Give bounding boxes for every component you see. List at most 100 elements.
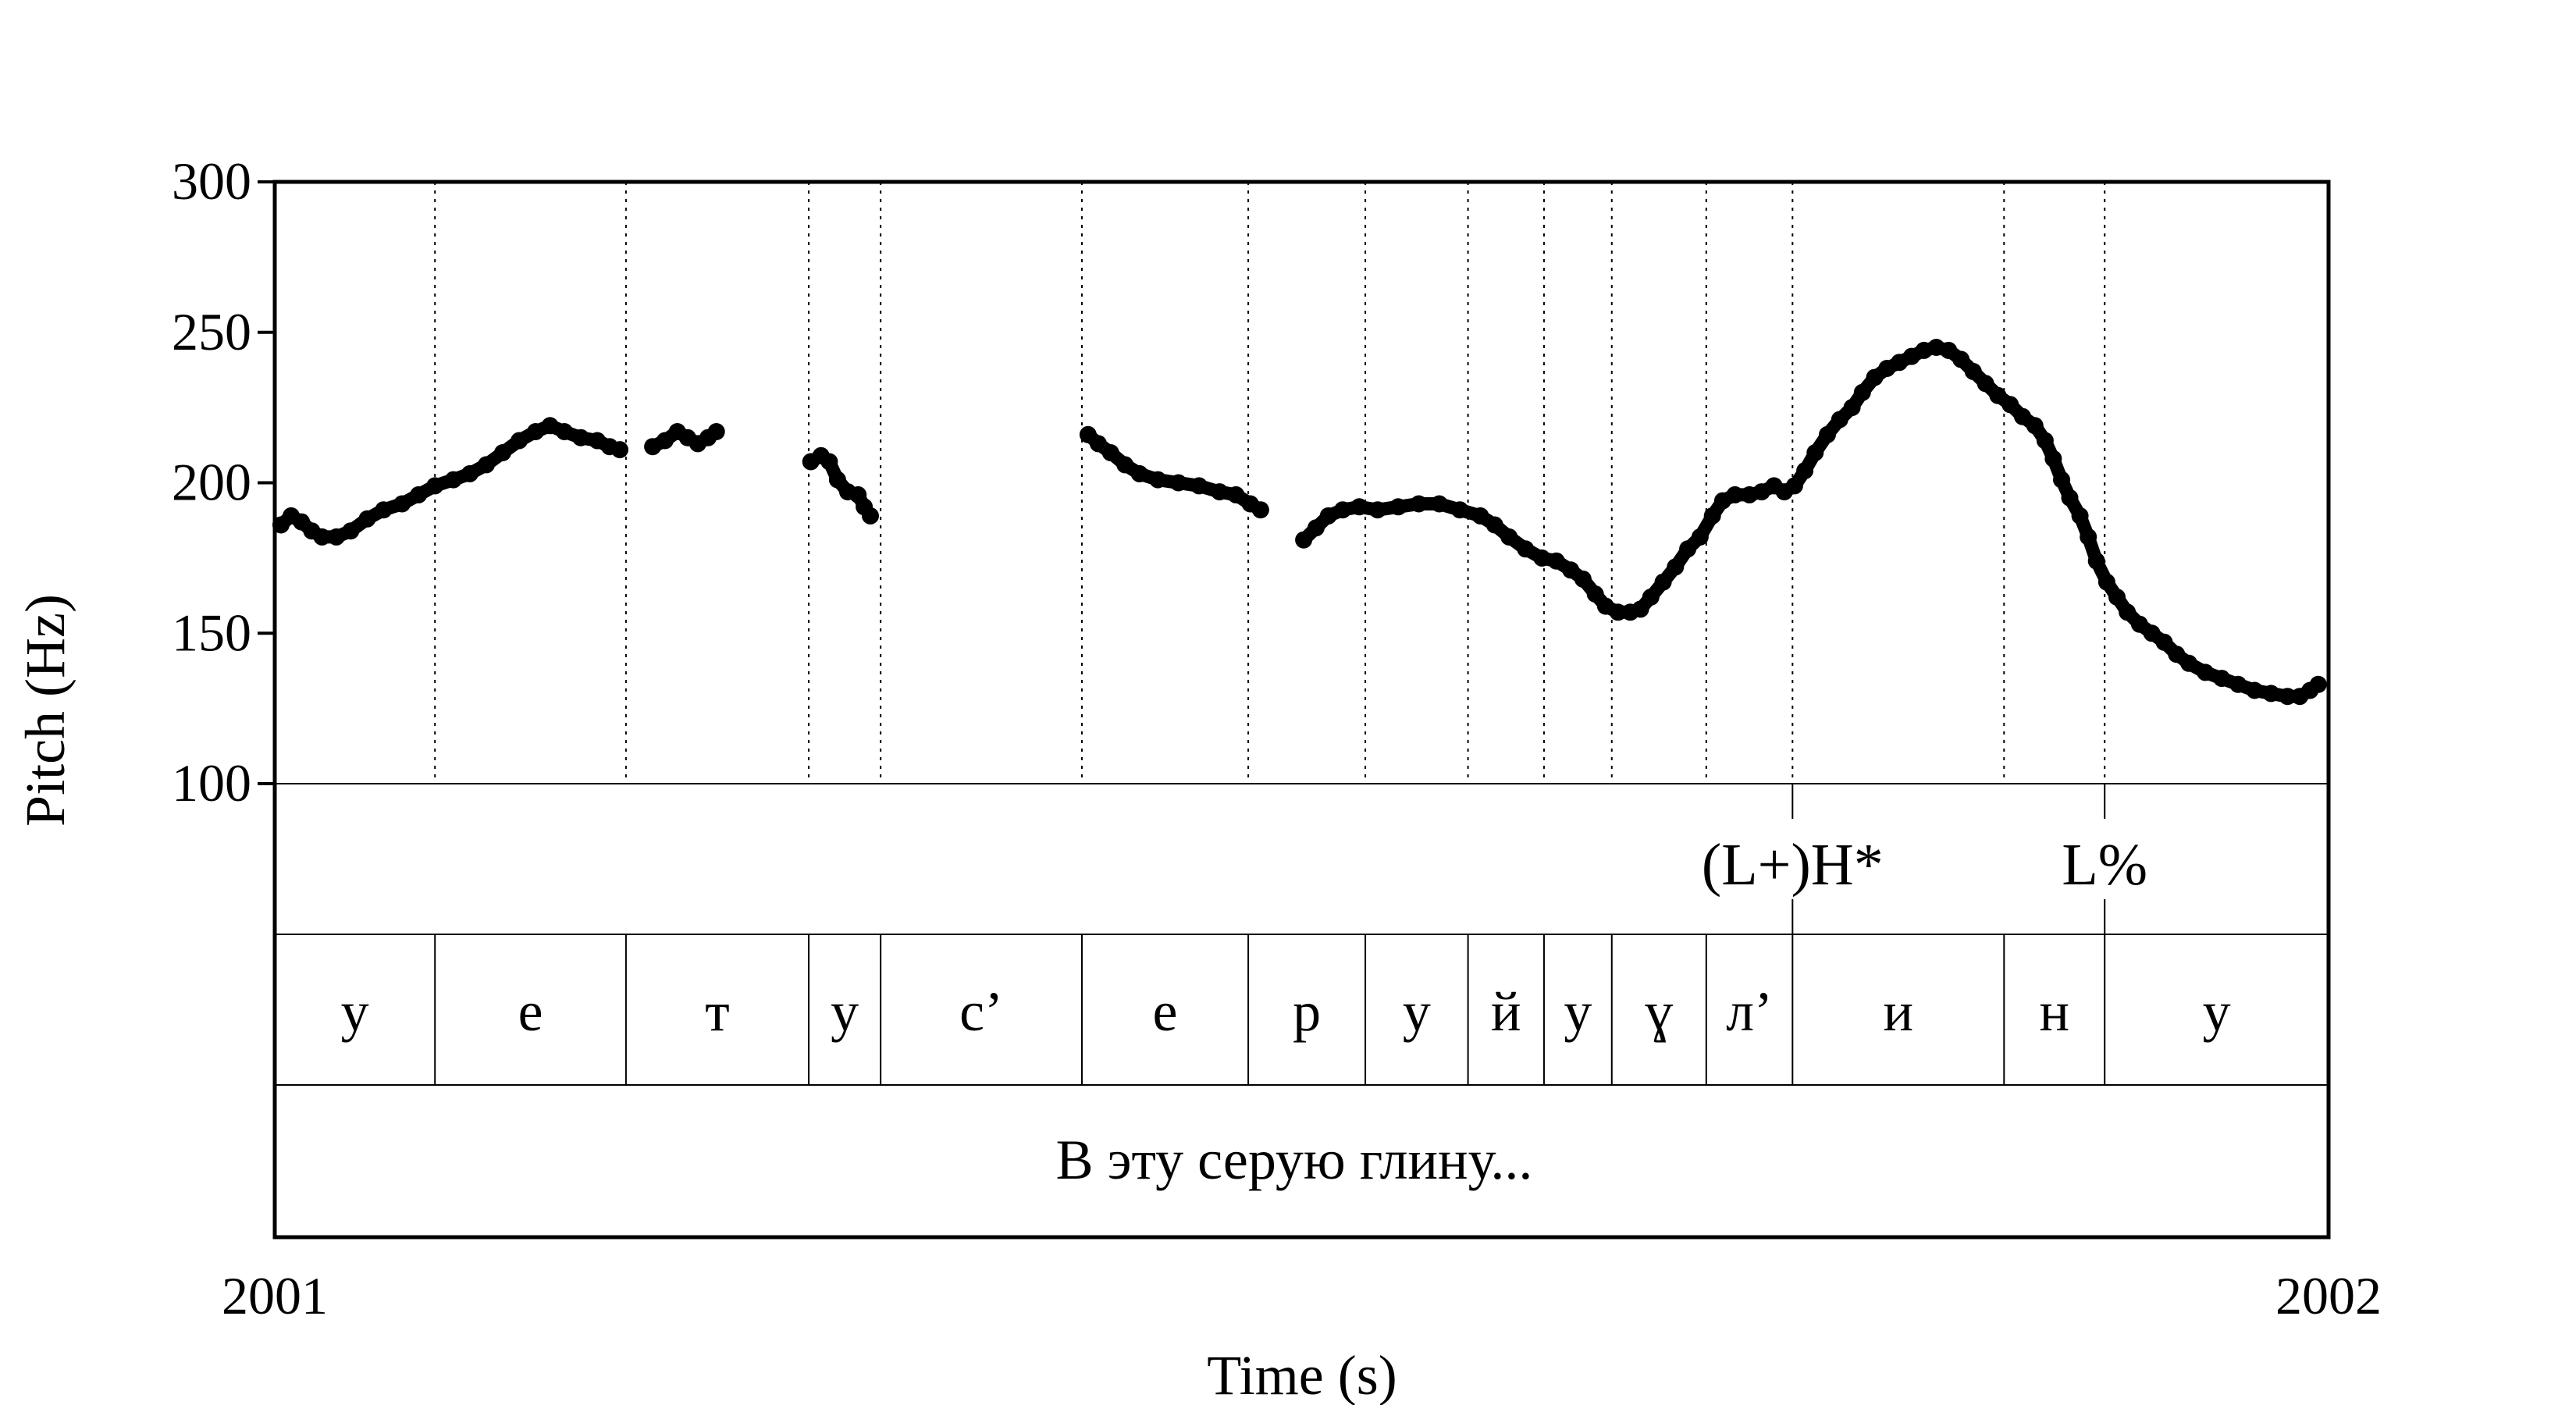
pitch-point	[1500, 528, 1518, 546]
segment-label: р	[1293, 980, 1321, 1043]
pitch-point	[1952, 350, 1970, 368]
pitch-point	[2044, 450, 2062, 468]
pitch-point	[426, 477, 444, 495]
pitch-point	[2168, 646, 2186, 663]
pitch-point	[2180, 654, 2198, 672]
pitch-point	[2087, 552, 2105, 570]
tone-label: L%	[2062, 832, 2147, 898]
pitch-point	[1843, 399, 1861, 417]
transcription-text: В эту серую глину...	[1056, 1129, 1533, 1191]
pitch-point	[1989, 386, 2007, 404]
pitch-point	[2026, 417, 2044, 435]
pitch-point	[527, 423, 545, 440]
pitch-point	[820, 453, 838, 471]
segment-boundary-layer	[434, 182, 2106, 1085]
segment-label: й	[1491, 980, 1521, 1043]
pitch-point	[1334, 501, 1352, 519]
pitch-point	[2229, 675, 2247, 693]
x-axis-title: Time (s)	[1207, 1344, 1397, 1405]
pitch-point	[1831, 411, 1848, 429]
segment-label: у	[1564, 980, 1592, 1043]
segment-tier: у е т у с’ е р у й у ɣ л’ и н у	[341, 980, 2231, 1043]
pitch-point	[410, 486, 428, 503]
pitch-point	[1642, 589, 1660, 606]
pitch-point	[1295, 531, 1313, 549]
segment-label: н	[2039, 980, 2069, 1043]
pitch-point	[1471, 507, 1489, 525]
pitch-point	[2262, 685, 2280, 702]
pitch-point	[313, 528, 331, 546]
pitch-point	[1964, 362, 1982, 380]
pitch-point	[2061, 489, 2079, 507]
pitch-point	[1517, 540, 1535, 558]
pitch-point	[1485, 516, 1503, 534]
segment-label: у	[831, 980, 859, 1043]
pitch-point	[2080, 528, 2097, 546]
pitch-point	[656, 432, 674, 450]
pitch-point	[1389, 498, 1407, 516]
pitch-point	[1090, 435, 1107, 453]
segment-label: у	[2203, 980, 2231, 1043]
pitch-point	[375, 501, 393, 519]
y-tick-label: 150	[172, 603, 251, 662]
pitch-point	[2097, 573, 2115, 591]
pitch-point	[444, 471, 462, 489]
plot-border	[272, 180, 2331, 1240]
segment-label: т	[705, 980, 729, 1043]
tone-label: (L+)H*	[1702, 832, 1884, 898]
pitch-point	[1533, 549, 1551, 567]
pitch-point	[327, 528, 345, 546]
pitch-point	[478, 456, 495, 474]
pitch-point	[494, 444, 511, 461]
pitch-point	[1819, 425, 1836, 443]
pitch-point	[1169, 474, 1187, 492]
pitch-point	[1211, 483, 1229, 501]
pitch-point	[1785, 477, 1803, 495]
segment-label: у	[341, 980, 369, 1043]
segment-label: е	[1153, 980, 1178, 1043]
pitch-point	[1227, 486, 1245, 503]
x-tick-label-end: 2002	[2275, 1266, 2382, 1325]
pitch-point	[2036, 432, 2054, 450]
pitch-point	[2053, 471, 2070, 489]
pitch-point	[1631, 600, 1649, 618]
pitch-point	[862, 507, 879, 525]
pitch-point	[342, 522, 360, 540]
y-tick-label: 300	[172, 151, 251, 211]
pitch-point	[2213, 670, 2231, 688]
pitch-point	[1350, 498, 1368, 516]
pitch-point	[707, 423, 725, 440]
pitch-point	[2155, 633, 2173, 651]
segment-label: и	[1884, 980, 1914, 1043]
pitch-point	[1251, 501, 1269, 519]
pitch-point	[1130, 464, 1148, 482]
pitch-point	[1796, 462, 1814, 480]
pitch-point	[1703, 507, 1721, 525]
pitch-point	[1190, 477, 1208, 495]
pitch-point	[2279, 688, 2297, 706]
pitch-point	[1806, 444, 1824, 461]
segment-label: е	[518, 980, 543, 1043]
pitch-point	[1319, 507, 1337, 525]
pitch-point	[1307, 519, 1325, 537]
pitch-point	[1410, 495, 1428, 513]
y-axis: 100 150 200 250 300	[172, 151, 275, 813]
pitch-point	[611, 441, 628, 459]
pitch-point	[2130, 615, 2148, 633]
pitch-point	[2246, 681, 2264, 699]
pitch-point	[358, 510, 376, 528]
pitch-point	[1562, 561, 1580, 579]
pitch-point	[2143, 624, 2161, 642]
pitch-point	[461, 464, 479, 482]
pitch-point	[828, 471, 846, 489]
pitch-point	[393, 495, 411, 513]
segment-label: л’	[1726, 980, 1773, 1043]
x-tick-label-start: 2001	[222, 1266, 328, 1325]
pitch-point	[1116, 456, 1134, 474]
pitch-point	[1667, 558, 1685, 576]
pitch-point	[511, 432, 528, 450]
y-tick-label: 250	[172, 302, 251, 361]
pitch-point	[1654, 573, 1672, 591]
pitch-point	[1368, 501, 1386, 519]
